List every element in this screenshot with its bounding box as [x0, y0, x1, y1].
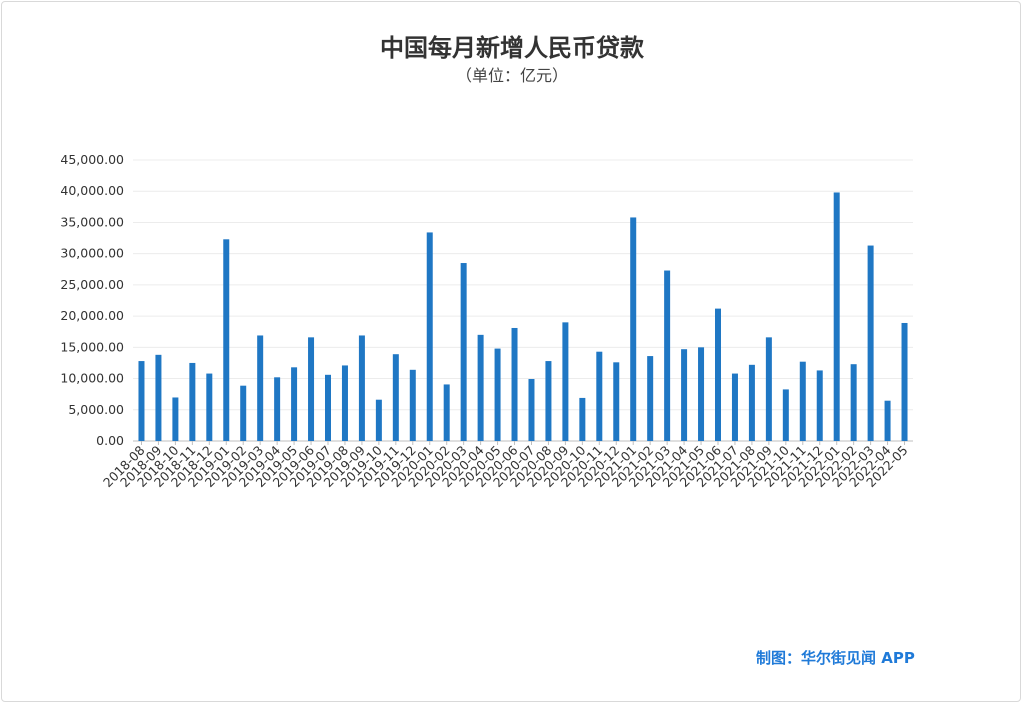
- bar: [223, 239, 230, 441]
- y-tick-label: 35,000.00: [60, 214, 124, 229]
- bar: [681, 349, 688, 441]
- bar: [884, 400, 891, 441]
- bar: [240, 385, 247, 441]
- bar: [647, 356, 654, 441]
- bar: [409, 369, 416, 441]
- bar: [867, 245, 874, 441]
- bar: [765, 337, 772, 441]
- y-tick-label: 15,000.00: [60, 339, 124, 354]
- bar: [392, 354, 399, 441]
- y-tick-label: 0.00: [96, 433, 124, 448]
- bar: [630, 217, 637, 441]
- bar: [511, 327, 518, 441]
- bar: [528, 379, 535, 441]
- bar: [545, 361, 552, 441]
- bar: [731, 373, 738, 441]
- bar: [579, 397, 586, 441]
- bar: [358, 335, 365, 441]
- bar: [748, 364, 755, 441]
- bar: [341, 365, 348, 441]
- y-tick-label: 10,000.00: [60, 371, 124, 386]
- chart-title: 中国每月新增人民币贷款: [380, 34, 644, 62]
- bar: [613, 362, 620, 441]
- bar: [596, 351, 603, 441]
- bar: [833, 192, 840, 441]
- bar: [308, 337, 315, 441]
- bar: [698, 347, 705, 441]
- bar: [443, 384, 450, 441]
- bar: [816, 370, 823, 441]
- bar: [291, 367, 298, 441]
- bar: [782, 389, 789, 441]
- bar: [375, 399, 382, 441]
- bar: [274, 377, 281, 441]
- bar: [715, 308, 721, 441]
- bar: [850, 364, 857, 441]
- bar: [257, 335, 264, 441]
- y-tick-label: 25,000.00: [60, 277, 124, 292]
- bar: [494, 348, 501, 441]
- bar: [325, 374, 331, 441]
- y-tick-label: 20,000.00: [60, 308, 124, 323]
- bar: [901, 322, 908, 441]
- bar: [664, 270, 671, 441]
- y-tick-label: 40,000.00: [60, 183, 124, 198]
- bar: [477, 334, 484, 441]
- bar: [799, 361, 806, 441]
- bar: [562, 322, 569, 441]
- credit-text: 制图：华尔街见闻 APP: [756, 649, 915, 667]
- bar: [172, 397, 179, 441]
- bar: [138, 361, 145, 441]
- bar: [460, 263, 467, 441]
- bar: [206, 373, 213, 441]
- y-tick-label: 45,000.00: [60, 152, 124, 167]
- bar: [426, 232, 433, 441]
- bar: [189, 362, 196, 441]
- bar: [155, 354, 162, 441]
- y-tick-label: 30,000.00: [60, 246, 124, 261]
- chart-subtitle: （单位：亿元）: [455, 66, 568, 85]
- y-tick-label: 5,000.00: [68, 402, 124, 417]
